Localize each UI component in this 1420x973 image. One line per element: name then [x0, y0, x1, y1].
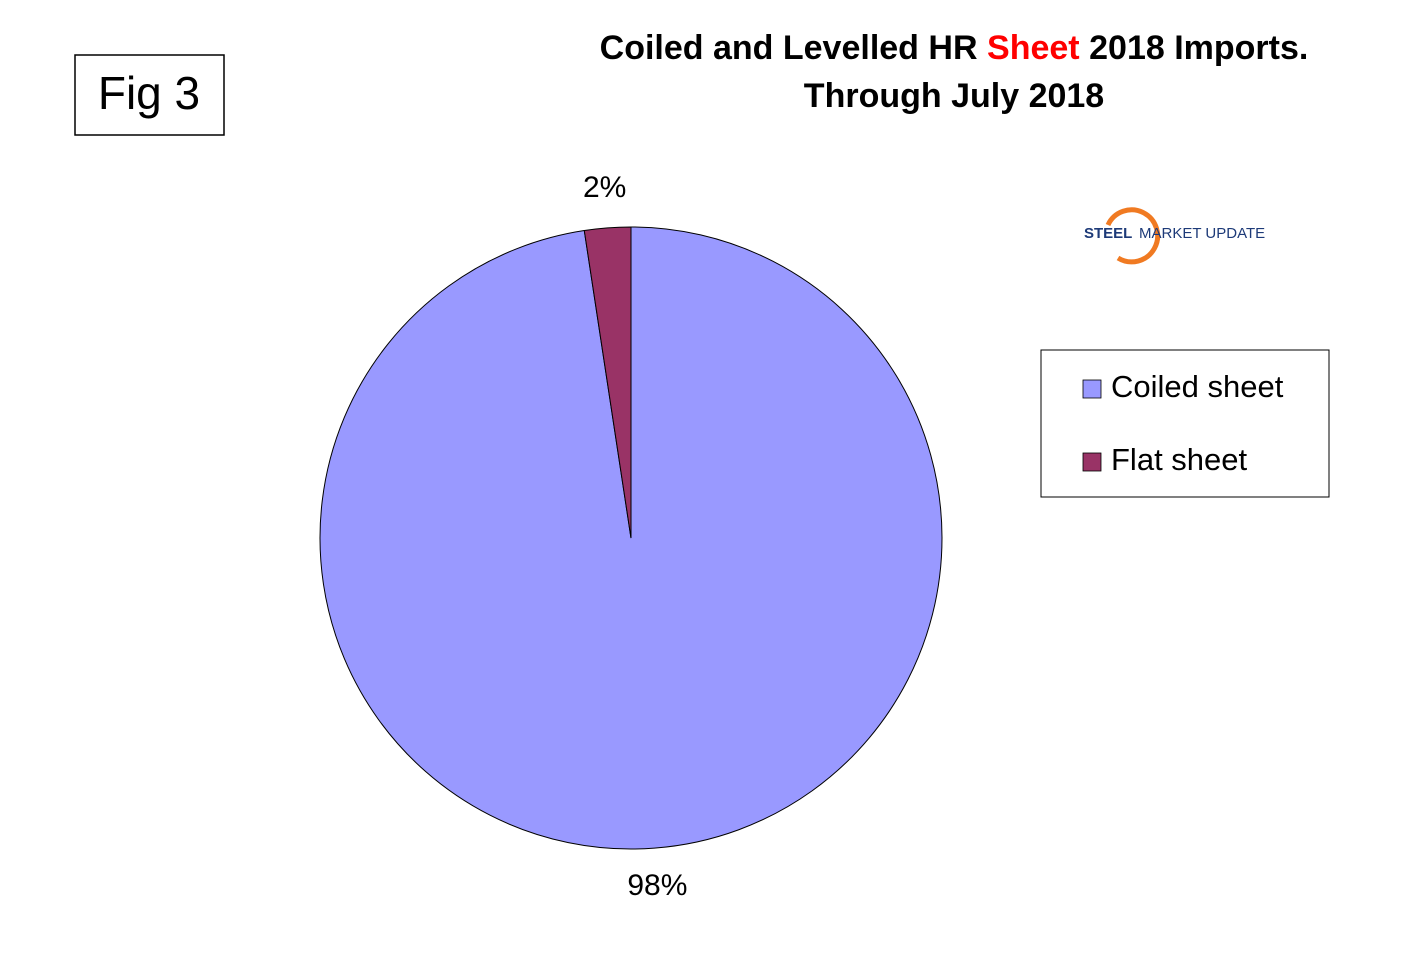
logo-arc	[1105, 207, 1161, 265]
chart-title: Coiled and Levelled HR Sheet 2018 Imports.	[600, 29, 1309, 67]
data-label: 2%	[583, 171, 626, 204]
logo-bold: STEEL	[1084, 225, 1132, 242]
fig-box	[74, 54, 225, 136]
logo: STEEL MARKET UPDATE	[1084, 207, 1265, 265]
title-part: Sheet	[987, 29, 1080, 67]
data-label: 98%	[627, 869, 687, 902]
logo-text: MARKET UPDATE	[1139, 225, 1265, 242]
pie-slice	[583, 226, 632, 539]
title-part: Coiled and Levelled HR	[600, 29, 978, 67]
title-part: 2018 Imports.	[1089, 29, 1308, 67]
legend-swatch	[1082, 452, 1102, 472]
legend-label: Coiled sheet	[1111, 369, 1284, 404]
fig-label: Fig 3	[98, 67, 200, 119]
chart-subtitle: Through July 2018	[804, 77, 1104, 115]
legend-box	[1040, 349, 1330, 498]
legend-swatch	[1082, 379, 1102, 399]
legend-label: Flat sheet	[1111, 442, 1248, 477]
